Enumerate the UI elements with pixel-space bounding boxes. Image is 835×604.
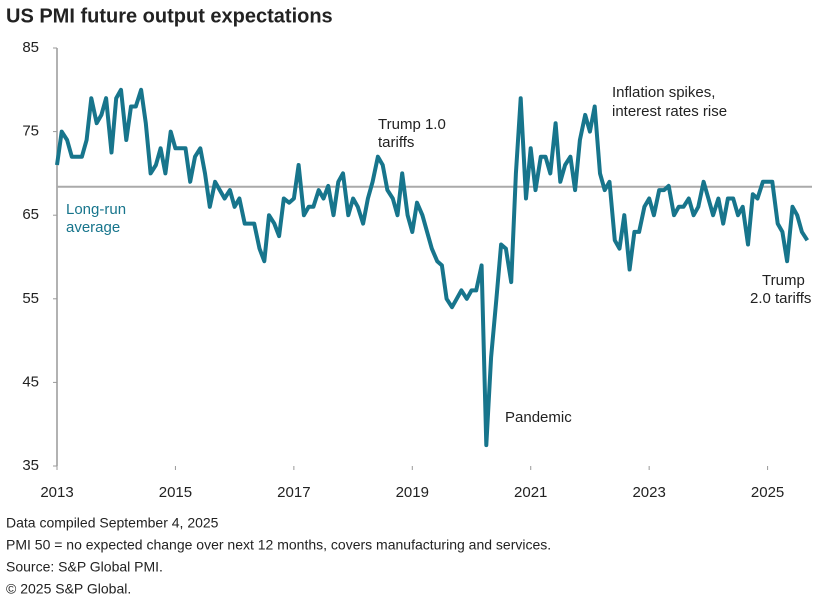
footnote: Source: S&P Global PMI. — [6, 559, 163, 575]
x-tick-label: 2019 — [396, 484, 429, 501]
x-tick-label: 2013 — [40, 484, 73, 501]
y-tick-label: 45 — [22, 373, 39, 390]
series-line — [55, 87, 809, 448]
annotation: tariffs — [378, 134, 414, 151]
y-tick-label: 35 — [22, 457, 39, 474]
reference-label: average — [66, 219, 120, 236]
footnote: © 2025 S&P Global. — [6, 581, 131, 597]
footnote: Data compiled September 4, 2025 — [6, 515, 219, 531]
annotation: Pandemic — [505, 409, 572, 426]
y-tick-label: 65 — [22, 206, 39, 223]
y-tick-label: 55 — [22, 290, 39, 307]
annotation: interest rates rise — [612, 103, 727, 120]
reference-label: Long-run — [66, 201, 126, 218]
annotation: 2.0 tariffs — [750, 290, 811, 307]
y-tick-label: 75 — [22, 123, 39, 140]
annotation: Trump — [762, 272, 805, 289]
x-tick-label: 2015 — [159, 484, 192, 501]
annotation: Trump 1.0 — [378, 116, 446, 133]
x-tick-label: 2023 — [632, 484, 665, 501]
x-tick-label: 2017 — [277, 484, 310, 501]
footnote: PMI 50 = no expected change over next 12… — [6, 537, 551, 553]
x-tick-label: 2025 — [751, 484, 784, 501]
y-tick-label: 85 — [22, 39, 39, 56]
chart-title: US PMI future output expectations — [6, 5, 333, 27]
annotation: Inflation spikes, — [612, 84, 715, 101]
x-tick-label: 2021 — [514, 484, 547, 501]
